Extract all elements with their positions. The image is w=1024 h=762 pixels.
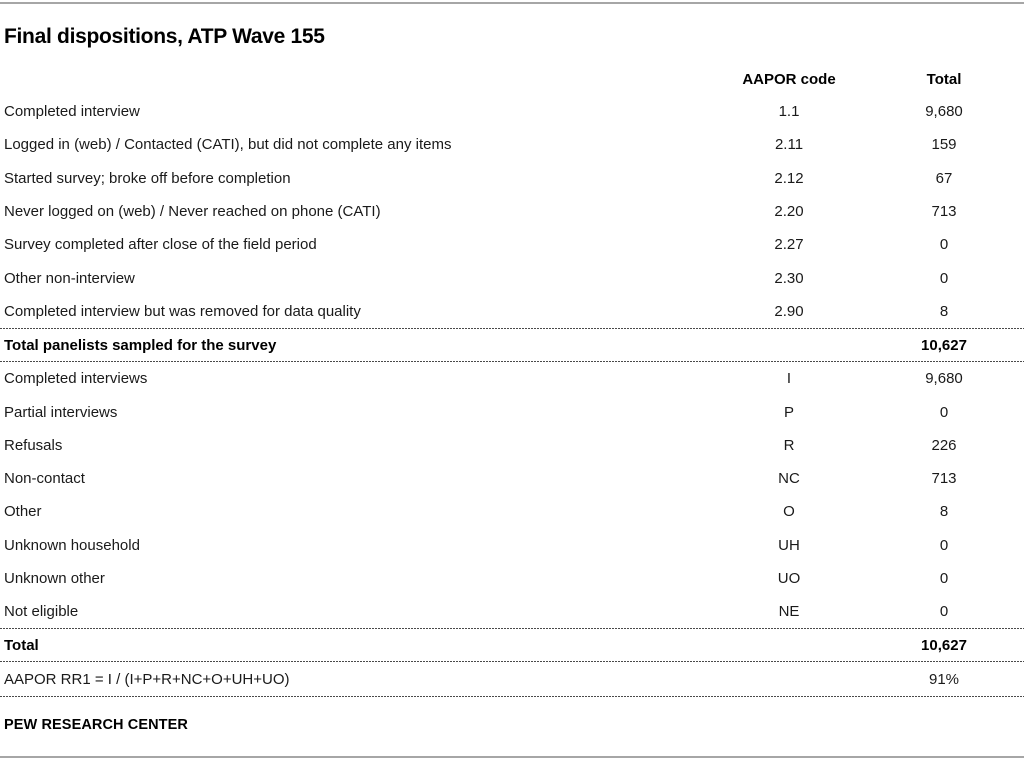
grand-total-row: Total 10,627 (0, 629, 1024, 661)
row-label: Other (4, 503, 42, 521)
row-aapor-code: O (783, 503, 795, 521)
row-total: 10,627 (921, 336, 967, 354)
footer: PEW RESEARCH CENTER (0, 697, 1024, 753)
row-label: Completed interviews (4, 370, 148, 388)
table-row: Completed interview but was removed for … (0, 295, 1024, 328)
column-header-total: Total (926, 71, 962, 88)
table-row: Survey completed after close of the fiel… (0, 228, 1024, 261)
row-label: Unknown other (4, 570, 105, 587)
row-aapor-code: R (783, 436, 795, 454)
row-aapor-code: 2.30 (774, 269, 804, 287)
row-aapor-code: I (786, 370, 792, 388)
row-total: 9,680 (925, 103, 963, 121)
row-label: Started survey; broke off before complet… (4, 169, 291, 187)
bottom-rule (0, 756, 1024, 758)
row-label: Completed interview but was removed for … (4, 302, 361, 320)
table-row: Not eligible NE 0 (0, 595, 1024, 628)
row-label: Survey completed after close of the fiel… (4, 236, 317, 254)
response-rate-row: AAPOR RR1 = I / (I+P+R+NC+O+UH+UO) 91% (0, 662, 1024, 696)
table-row: Completed interviews I 9,680 (0, 362, 1024, 395)
row-aapor-code: UH (778, 536, 800, 554)
source-label: PEW RESEARCH CENTER (4, 717, 188, 734)
row-aapor-code: NE (778, 603, 800, 621)
dashed-rule (0, 661, 1024, 663)
row-total: 713 (931, 470, 957, 488)
row-total: 0 (939, 269, 949, 287)
row-aapor-code: UO (777, 570, 801, 587)
row-aapor-code: 1.1 (778, 103, 800, 121)
row-label: Never logged on (web) / Never reached on… (4, 203, 381, 221)
row-aapor-code: 2.11 (774, 136, 804, 154)
row-total: 8 (939, 503, 949, 521)
row-total: 91% (928, 670, 960, 688)
row-aapor-code: 2.20 (774, 203, 804, 221)
row-aapor-code: 2.90 (774, 302, 804, 320)
row-label: Total panelists sampled for the survey (4, 336, 277, 354)
row-aapor-code: 2.27 (774, 236, 804, 254)
dashed-rule (0, 628, 1024, 630)
row-aapor-code: 2.12 (774, 169, 804, 187)
table-row: Started survey; broke off before complet… (0, 162, 1024, 195)
row-total: 8 (939, 302, 949, 320)
table-header-row: AAPOR code Total (0, 48, 1024, 95)
row-total: 67 (935, 169, 953, 187)
table-row: Non-contact NC 713 (0, 462, 1024, 495)
row-total: 226 (931, 436, 957, 454)
row-total: 0 (939, 536, 949, 554)
row-total: 0 (939, 236, 949, 254)
table-row: Partial interviews P 0 (0, 395, 1024, 428)
title-container: Final dispositions, ATP Wave 155 (0, 4, 1024, 48)
row-label: Completed interview (4, 103, 140, 121)
table-row: Unknown household UH 0 (0, 529, 1024, 562)
row-total: 0 (939, 603, 949, 621)
dashed-rule (0, 328, 1024, 330)
row-label: Refusals (4, 436, 63, 454)
row-label: Not eligible (4, 603, 79, 621)
table-row: Never logged on (web) / Never reached on… (0, 195, 1024, 228)
row-total: 9,680 (925, 370, 963, 388)
row-aapor-code: NC (778, 470, 800, 488)
table-row: Logged in (web) / Contacted (CATI), but … (0, 128, 1024, 161)
table-row: Other O 8 (0, 495, 1024, 528)
dashed-rule (0, 696, 1024, 698)
table-row: Refusals R 226 (0, 429, 1024, 462)
row-total: 159 (931, 136, 957, 154)
row-label: Other non-interview (4, 269, 135, 287)
row-label: Logged in (web) / Contacted (CATI), but … (4, 136, 452, 154)
row-label: Unknown household (4, 536, 140, 554)
row-label: Partial interviews (4, 403, 118, 421)
top-rule (0, 2, 1024, 4)
row-label: Non-contact (4, 470, 85, 488)
row-label: AAPOR RR1 = I / (I+P+R+NC+O+UH+UO) (4, 670, 290, 688)
column-header-aapor-code: AAPOR code (742, 71, 836, 88)
row-total: 0 (939, 570, 949, 587)
total-sampled-row: Total panelists sampled for the survey 1… (0, 329, 1024, 361)
table-row: Unknown other UO 0 (0, 562, 1024, 595)
row-aapor-code: P (783, 403, 794, 421)
page-title: Final dispositions, ATP Wave 155 (4, 24, 325, 48)
row-total: 10,627 (921, 636, 967, 654)
row-total: 713 (931, 203, 957, 221)
row-total: 0 (939, 403, 949, 421)
row-label: Total (4, 636, 39, 654)
table-row: Other non-interview 2.30 0 (0, 261, 1024, 294)
table-row: Completed interview 1.1 9,680 (0, 95, 1024, 128)
dashed-rule (0, 361, 1024, 363)
